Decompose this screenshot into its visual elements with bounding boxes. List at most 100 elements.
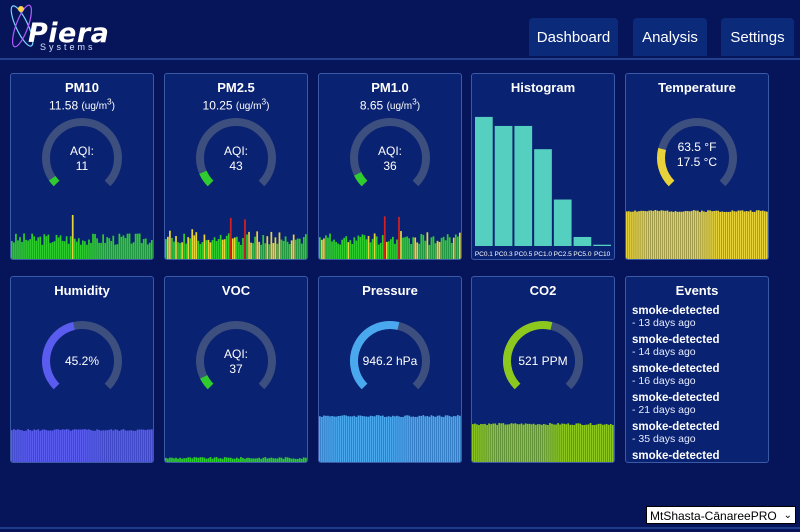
- event-name: smoke-detected: [632, 305, 720, 317]
- sparkline-bar: [528, 423, 531, 462]
- sparkline-bar: [187, 457, 190, 462]
- sparkline-bar: [434, 416, 437, 462]
- co2-card[interactable]: CO2 521 PPM: [471, 276, 615, 463]
- event-item[interactable]: smoke-detected - 14 days ago: [632, 334, 766, 358]
- sparkline-bar: [217, 239, 220, 259]
- sparkline-bar: [729, 211, 732, 259]
- sparkline-bar: [106, 237, 109, 259]
- sparkline-bar: [514, 423, 517, 462]
- sparkline-bar: [432, 236, 435, 259]
- nav-analysis-button[interactable]: Analysis: [633, 18, 707, 56]
- histogram-card[interactable]: Histogram PC0.1 PC0.3 PC0.5 PC1.0 PC2.5 PC5.0…: [471, 73, 615, 260]
- event-item[interactable]: smoke-detected - 21 days ago: [632, 392, 766, 416]
- sparkline-bar: [373, 233, 376, 259]
- sparkline-bar: [246, 457, 248, 462]
- sparkline-bar: [250, 242, 252, 259]
- sparkline-bar: [416, 416, 419, 462]
- pressure-card[interactable]: Pressure 946.2 hPa: [318, 276, 462, 463]
- sparkline-bar: [759, 210, 762, 259]
- sparkline-bar: [41, 244, 44, 259]
- sparkline-bar: [765, 211, 768, 259]
- sparkline-bar: [84, 241, 86, 259]
- sparkline-bar: [238, 458, 240, 462]
- sparkline-bar: [124, 237, 127, 259]
- sparkline-bar: [735, 211, 738, 259]
- sparkline-bar: [266, 236, 269, 259]
- sparkline-bar: [381, 415, 384, 462]
- sparkline-bar: [745, 211, 748, 259]
- sparkline-bar: [260, 458, 263, 462]
- sparkline-bar: [211, 458, 214, 462]
- sparkline-bar: [126, 430, 129, 462]
- sparkline-bar: [286, 457, 289, 462]
- sparkline-bar: [140, 243, 143, 259]
- event-item[interactable]: smoke-detected - 35 days ago: [632, 421, 766, 445]
- sparkline-bar: [508, 424, 511, 462]
- event-name: smoke-detected: [632, 363, 720, 375]
- sparkline-bar: [442, 416, 445, 462]
- temperature-card[interactable]: Temperature 63.5 °F 17.5 °C: [625, 73, 769, 260]
- sparkline-bar: [209, 457, 212, 462]
- sparkline-bar: [518, 424, 521, 462]
- sparkline-bar: [201, 457, 204, 462]
- sparkline-bar: [19, 237, 21, 259]
- sparkline-bar: [112, 235, 115, 259]
- sparkline-bar: [118, 233, 121, 259]
- sparkline-bar: [43, 234, 46, 259]
- pm1-card[interactable]: PM1.0 8.65 (ug/m3) AQI: 36: [318, 73, 462, 260]
- sparkline-bar: [296, 238, 299, 259]
- event-time: - 35 days ago: [632, 433, 696, 445]
- nav-settings-button[interactable]: Settings: [721, 18, 794, 56]
- sparkline-bar: [244, 219, 246, 259]
- sparkline-bar: [678, 211, 681, 259]
- sparkline-bar: [486, 424, 488, 462]
- sparkline-bar: [221, 458, 224, 462]
- sparkline-bar: [644, 210, 646, 259]
- sparkline-bar: [256, 231, 259, 259]
- sparkline-bar: [219, 458, 222, 462]
- event-item[interactable]: smoke-detected - 13 days ago: [632, 305, 766, 329]
- voc-card[interactable]: VOC AQI: 37: [164, 276, 308, 463]
- sparkline-bar: [51, 430, 54, 462]
- sparkline-bar: [21, 430, 23, 462]
- sparkline-bar: [666, 210, 669, 259]
- sparkline-bar: [21, 241, 23, 259]
- gauge-fill: [48, 175, 60, 187]
- sparkline-bar: [104, 430, 107, 462]
- sparkline-bar: [400, 416, 402, 462]
- events-card[interactable]: Events smoke-detected - 13 days ago smoke…: [625, 276, 769, 463]
- sparkline-bar: [406, 415, 408, 462]
- event-item[interactable]: smoke-detected: [632, 450, 766, 462]
- nav-dashboard-button[interactable]: Dashboard: [529, 18, 618, 56]
- pm25-unit-text: (ug/m: [235, 101, 262, 113]
- events-list: smoke-detected - 13 days ago smoke-detect…: [632, 305, 766, 462]
- device-select[interactable]: MtShasta-CānareePRO ⌄: [646, 506, 796, 524]
- sparkline-bar: [268, 458, 271, 462]
- sparkline-bar: [217, 458, 220, 462]
- sparkline-bar: [77, 429, 80, 462]
- humidity-card[interactable]: Humidity 45.2%: [10, 276, 154, 463]
- sparkline-bar: [607, 424, 610, 462]
- sparkline-bar: [256, 458, 259, 462]
- sparkline-bar: [414, 416, 417, 462]
- sparkline-bar: [383, 416, 386, 462]
- sparkline-bar: [343, 237, 346, 259]
- histogram-bar: [593, 244, 611, 246]
- histogram-bar: [573, 236, 592, 246]
- sparkline-bar: [371, 416, 374, 462]
- event-item[interactable]: smoke-detected - 16 days ago: [632, 363, 766, 387]
- sparkline-bar: [284, 457, 287, 462]
- sparkline-bar: [57, 237, 60, 259]
- sparkline-bar: [587, 424, 590, 462]
- pm25-card[interactable]: PM2.5 10.25 (ug/m3) AQI: 43: [164, 73, 308, 260]
- sparkline-bar: [351, 416, 354, 462]
- sparkline-bar: [69, 236, 72, 259]
- sparkline-bar: [114, 429, 117, 462]
- pressure-title: Pressure: [362, 283, 418, 298]
- sparkline-bar: [697, 210, 699, 259]
- sparkline-bar: [357, 235, 360, 259]
- sparkline-bar: [213, 237, 216, 259]
- pm10-card[interactable]: PM10 11.58 (ug/m3) AQI: 11: [10, 73, 154, 260]
- sparkline-bar: [557, 423, 559, 462]
- sparkline-bar: [763, 211, 766, 259]
